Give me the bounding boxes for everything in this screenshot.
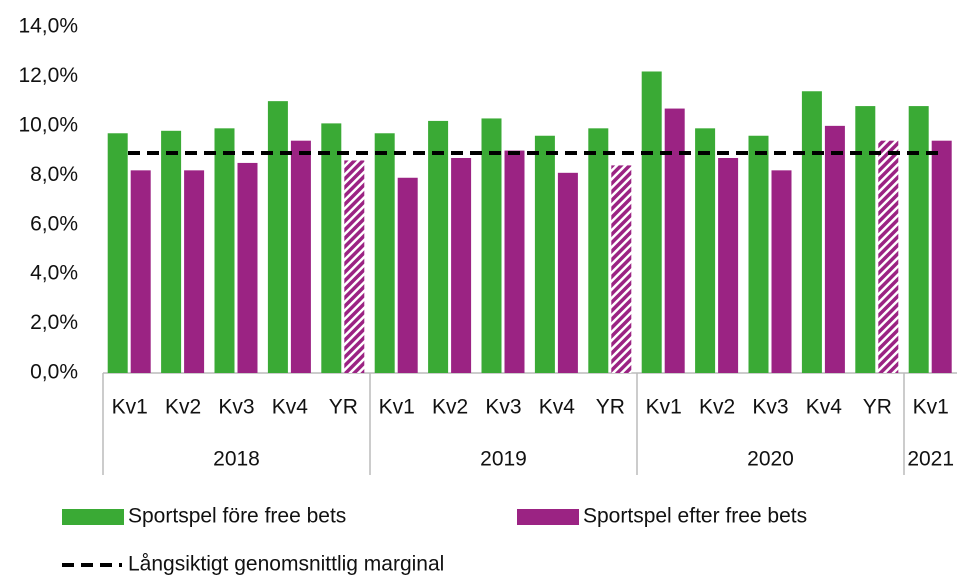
bar (855, 106, 876, 373)
bar (878, 140, 899, 373)
bar (771, 170, 792, 373)
bar (557, 172, 578, 373)
x-tick-label: YR (596, 396, 625, 419)
bar (695, 128, 716, 373)
x-tick-label: Kv2 (165, 396, 201, 419)
bar (534, 135, 555, 373)
x-tick-label: Kv1 (112, 396, 148, 419)
bar (290, 140, 311, 373)
bar (184, 170, 205, 373)
bar (801, 91, 822, 373)
x-tick-label: YR (863, 396, 892, 419)
bar (748, 135, 769, 373)
x-tick-label: Kv1 (646, 396, 682, 419)
y-tick-label: 8,0% (30, 163, 78, 186)
y-tick-label: 12,0% (18, 64, 78, 87)
x-tick-label: Kv2 (699, 396, 735, 419)
bar (824, 125, 845, 373)
bar (718, 157, 739, 373)
legend-swatch (517, 509, 579, 525)
y-tick-label: 6,0% (30, 212, 78, 235)
bar (908, 106, 929, 373)
bar (321, 123, 342, 373)
bar (931, 140, 952, 373)
y-tick-label: 2,0% (30, 311, 78, 334)
bar (344, 160, 365, 373)
bar (237, 162, 258, 373)
x-tick-label: Kv1 (913, 396, 949, 419)
bar (267, 101, 288, 374)
bar (161, 130, 182, 373)
x-tick-label: Kv3 (752, 396, 788, 419)
legend-swatch (62, 509, 124, 525)
bar (214, 128, 235, 373)
bar (451, 157, 472, 373)
bar (428, 120, 449, 374)
y-tick-label: 14,0% (18, 15, 78, 38)
bar (374, 133, 395, 373)
bar (107, 133, 128, 373)
group-label: 2018 (213, 448, 260, 471)
bar (611, 165, 632, 373)
group-label: 2019 (480, 448, 527, 471)
y-tick-label: 4,0% (30, 262, 78, 285)
bar (588, 128, 609, 373)
x-tick-label: Kv4 (539, 396, 576, 419)
bar (130, 170, 151, 373)
x-tick-label: Kv3 (485, 396, 521, 419)
x-tick-label: Kv4 (806, 396, 843, 419)
x-tick-label: Kv3 (218, 396, 254, 419)
legend-label: Långsiktigt genomsnittlig marginal (128, 553, 444, 576)
x-tick-label: YR (329, 396, 358, 419)
legend-label: Sportspel före free bets (128, 505, 346, 528)
group-label: 2020 (747, 448, 794, 471)
group-label: 2021 (907, 448, 954, 471)
legend-label: Sportspel efter free bets (583, 505, 807, 528)
y-tick-label: 0,0% (30, 361, 78, 384)
bar (641, 71, 662, 373)
bar (481, 118, 502, 373)
bar (504, 150, 525, 373)
bar (397, 177, 418, 373)
x-tick-label: Kv1 (379, 396, 415, 419)
x-tick-label: Kv4 (272, 396, 309, 419)
y-tick-label: 10,0% (18, 113, 78, 136)
x-tick-label: Kv2 (432, 396, 468, 419)
bar (664, 108, 685, 374)
